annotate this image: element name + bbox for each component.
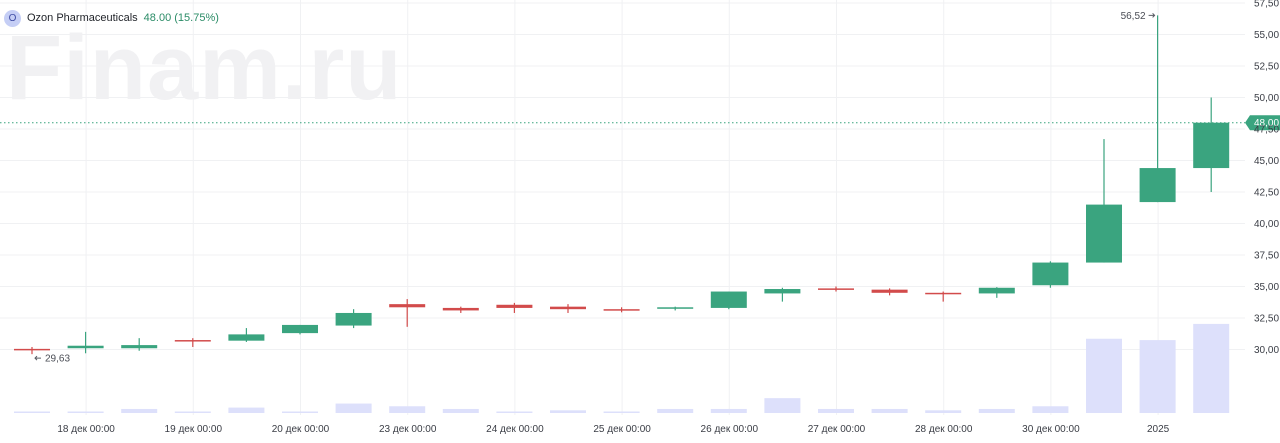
y-axis: 57,50 55,00 52,50 50,00 47,50 45,00 42,50 40,00… [1254, 0, 1279, 356]
volume-bar [282, 411, 318, 413]
y-tick-label: 57,50 [1254, 0, 1279, 10]
x-tick-label: 30 дек 00:00 [1022, 424, 1080, 435]
candle-body [282, 324, 318, 334]
candle-body [14, 348, 50, 351]
y-tick-label: 47,50 [1254, 125, 1279, 136]
volume-bar [871, 408, 908, 413]
candle-body [764, 289, 801, 294]
high-annotation-label: 56,52 [1121, 11, 1146, 22]
x-tick-label: 2025 [1147, 424, 1170, 435]
x-tick-label: 20 дек 00:00 [272, 424, 330, 435]
candle-body [121, 345, 158, 349]
y-tick-label: 35,00 [1254, 282, 1279, 293]
ticker-price: 48.00 (15.75%) [143, 12, 219, 24]
volume-bar [442, 408, 479, 413]
candle-body [925, 292, 962, 295]
candle-body [818, 288, 854, 290]
volume-bar [335, 403, 372, 413]
volume-bar [389, 406, 426, 413]
volume-bar [603, 411, 640, 413]
candle-body [228, 334, 265, 341]
candles [14, 15, 1230, 355]
volume-bar [764, 398, 801, 413]
y-tick-label: 37,50 [1254, 251, 1279, 262]
candle-body [496, 304, 533, 308]
annotations: 56,52 29,63 [34, 11, 1156, 365]
candle-body [603, 309, 640, 311]
volume-bar [657, 408, 694, 413]
candle-body [871, 289, 908, 293]
ticker-name[interactable]: Ozon Pharmaceuticals [27, 12, 138, 24]
candle-body [550, 306, 586, 310]
x-axis: 18 дек 00:00 19 дек 00:00 20 дек 00:00 23 д… [57, 424, 1169, 435]
y-tick-label: 45,00 [1254, 156, 1279, 167]
volume-bar [228, 407, 265, 413]
x-tick-label: 27 дек 00:00 [808, 424, 866, 435]
price-badge [1245, 115, 1280, 131]
y-tick-label: 42,50 [1254, 188, 1279, 199]
grid-lines [0, 0, 1245, 415]
candle-body [335, 312, 372, 326]
y-tick-label: 50,00 [1254, 93, 1279, 104]
candle-body [657, 307, 694, 309]
x-tick-label: 23 дек 00:00 [379, 424, 437, 435]
volume-bar [121, 408, 158, 413]
candle-body [978, 287, 1015, 294]
volume-bar [14, 411, 50, 413]
candle-body [710, 291, 747, 308]
x-tick-label: 19 дек 00:00 [165, 424, 223, 435]
volume-bar [1193, 323, 1230, 413]
arrow-left-icon [34, 355, 41, 361]
candle-body [389, 304, 426, 308]
x-tick-label: 24 дек 00:00 [486, 424, 544, 435]
x-tick-label: 28 дек 00:00 [915, 424, 973, 435]
volume-bar [67, 411, 104, 413]
volume-bar [818, 408, 854, 413]
low-annotation-label: 29,63 [45, 354, 70, 365]
volume-bars [14, 323, 1230, 413]
candle-body [67, 345, 104, 349]
candle-body [1139, 168, 1176, 203]
candle-body [442, 307, 479, 311]
volume-bar [710, 408, 747, 413]
volume-bar [1139, 340, 1176, 413]
y-tick-label: 55,00 [1254, 30, 1279, 41]
candle-body [1193, 122, 1230, 169]
y-tick-label: 32,50 [1254, 314, 1279, 325]
y-tick-label: 52,50 [1254, 62, 1279, 73]
y-tick-label: 40,00 [1254, 219, 1279, 230]
volume-bar [1032, 406, 1069, 413]
x-tick-label: 25 дек 00:00 [593, 424, 651, 435]
candle-body [174, 340, 211, 342]
x-tick-label: 26 дек 00:00 [701, 424, 759, 435]
legend-header: O Ozon Pharmaceuticals 48.00 (15.75%) [4, 9, 219, 27]
volume-bar [174, 411, 211, 413]
avatar: O [4, 9, 21, 27]
x-tick-label: 18 дек 00:00 [57, 424, 115, 435]
volume-bar [925, 410, 962, 413]
y-tick-label: 30,00 [1254, 345, 1279, 356]
volume-bar [1086, 338, 1122, 413]
current-price-line: 48,00 [0, 115, 1280, 131]
volume-bar [978, 408, 1015, 413]
price-badge-label: 48,00 [1254, 118, 1279, 129]
arrow-right-icon [1148, 12, 1156, 18]
candle-body [1086, 204, 1122, 263]
volume-bar [550, 410, 586, 413]
volume-bar [496, 411, 533, 413]
candle-body [1032, 262, 1069, 286]
